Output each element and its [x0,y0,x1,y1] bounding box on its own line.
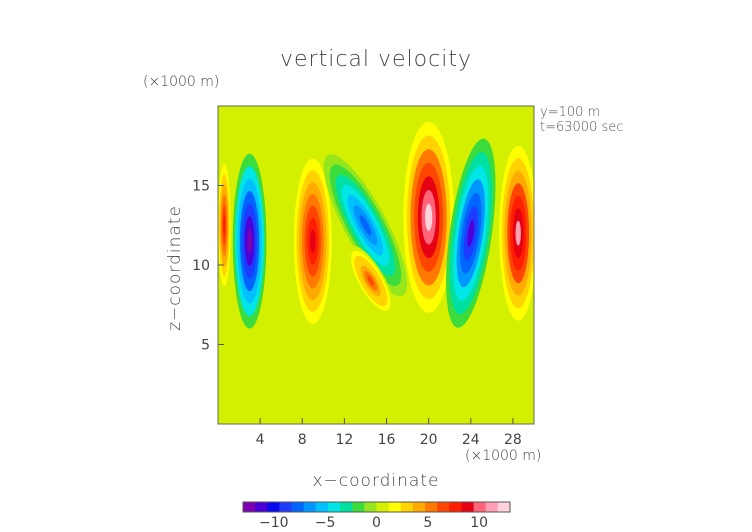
annotation-y: y=100 m [540,105,601,120]
colorbar-swatch [497,502,511,512]
colorbar-swatch [291,502,305,512]
velocity-contour [425,203,433,231]
colorbar-tick-label: 0 [372,515,381,531]
colorbar-tick-label: 5 [423,515,432,531]
colorbar-tick-label: −5 [315,515,336,531]
x-axis-unit: (×1000 m) [465,448,542,464]
chart-title: vertical velocity [279,47,472,72]
x-tick-label: 16 [378,432,396,448]
colorbar-swatch [473,502,487,512]
colorbar-swatch [279,502,293,512]
velocity-contour [310,229,316,253]
colorbar-swatch [340,502,353,512]
velocity-contour [359,215,372,236]
colorbar-swatch [352,502,365,512]
y-tick-label: 5 [201,338,210,354]
x-tick-label: 20 [420,432,438,448]
colorbar-swatch [425,502,438,512]
colorbar-swatch [388,502,402,512]
velocity-contour [223,215,226,236]
colorbar-swatch [243,502,256,512]
colorbar-tick-label: −10 [259,515,289,531]
colorbar-tick-label: 10 [470,515,488,531]
colorbar-swatch [364,502,377,512]
x-tick-label: 8 [298,432,307,448]
x-tick-label: 12 [335,432,353,448]
axes: 4 8 12 16 20 24 28 5 10 15 [192,179,522,449]
colorbar-swatch [303,502,317,512]
annotation-time: t=63000 sec [540,120,624,135]
velocity-contour [367,275,375,286]
colorbar: −10 −5 0 5 10 [242,501,511,531]
colorbar-swatch [412,502,426,512]
velocity-contour [247,228,253,254]
velocity-contour [515,220,521,246]
y-tick-label: 10 [192,258,210,274]
velocity-contour [467,219,475,247]
colorbar-frame [242,501,511,513]
colorbar-swatch [327,502,341,512]
x-tick-label: 28 [504,432,522,448]
velocity-field [218,106,534,424]
x-tick-label: 4 [256,432,265,448]
colorbar-swatch [437,502,450,512]
colorbar-swatch [485,502,499,512]
colorbar-swatch [315,502,329,512]
x-axis-label: x−coordinate [312,471,440,491]
colorbar-swatch [449,502,462,512]
colorbar-swatch [400,502,414,512]
colorbar-swatch [255,502,268,512]
y-axis-unit: (×1000 m) [143,74,220,90]
colorbar-swatch [461,502,475,512]
colorbar-swatch [267,502,280,512]
colorbar-swatch [376,502,390,512]
y-tick-label: 15 [192,179,210,195]
x-tick-label: 24 [462,432,480,448]
